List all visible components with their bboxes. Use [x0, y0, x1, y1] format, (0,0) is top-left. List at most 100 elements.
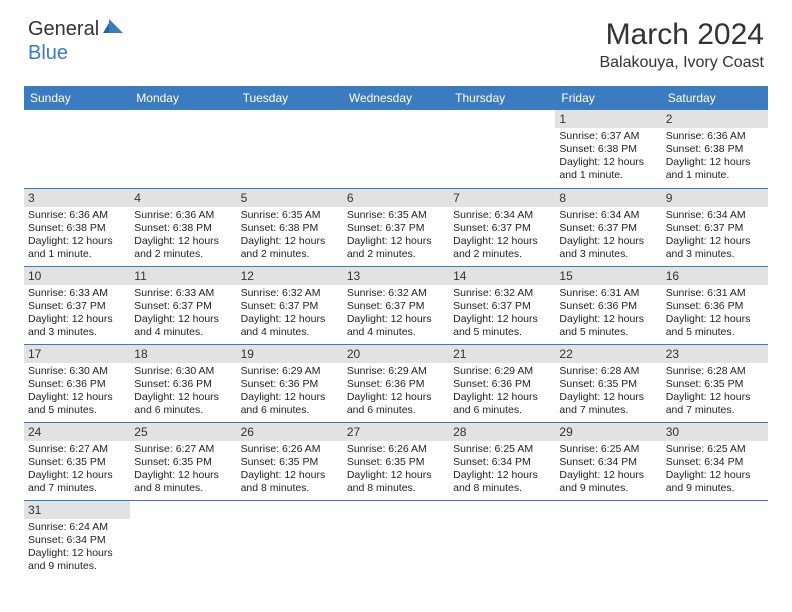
- sunrise-text: Sunrise: 6:28 AM: [559, 365, 657, 378]
- sunset-text: Sunset: 6:37 PM: [453, 222, 551, 235]
- daylight-text: Daylight: 12 hours and 1 minute.: [28, 235, 126, 261]
- sunrise-text: Sunrise: 6:35 AM: [347, 209, 445, 222]
- sunrise-text: Sunrise: 6:32 AM: [453, 287, 551, 300]
- calendar-cell: [662, 500, 768, 578]
- calendar-cell: 6 Sunrise: 6:35 AMSunset: 6:37 PMDaylight…: [343, 188, 449, 266]
- day-number: 24: [24, 423, 130, 441]
- sunset-text: Sunset: 6:36 PM: [453, 378, 551, 391]
- daylight-text: Daylight: 12 hours and 1 minute.: [666, 156, 764, 182]
- day-content: Sunrise: 6:28 AMSunset: 6:35 PMDaylight:…: [662, 363, 768, 422]
- day-number: [237, 501, 343, 505]
- day-number: 18: [130, 345, 236, 363]
- calendar-cell: 28Sunrise: 6:25 AMSunset: 6:34 PMDayligh…: [449, 422, 555, 500]
- sunrise-text: Sunrise: 6:36 AM: [28, 209, 126, 222]
- day-content: Sunrise: 6:29 AMSunset: 6:36 PMDaylight:…: [449, 363, 555, 422]
- day-number: [130, 110, 236, 114]
- calendar-cell: 10Sunrise: 6:33 AMSunset: 6:37 PMDayligh…: [24, 266, 130, 344]
- calendar-cell: 5Sunrise: 6:35 AMSunset: 6:38 PMDaylight…: [237, 188, 343, 266]
- calendar-cell: 20Sunrise: 6:29 AMSunset: 6:36 PMDayligh…: [343, 344, 449, 422]
- sunset-text: Sunset: 6:38 PM: [241, 222, 339, 235]
- daylight-text: Daylight: 12 hours and 5 minutes.: [453, 313, 551, 339]
- sunrise-text: Sunrise: 6:33 AM: [28, 287, 126, 300]
- daylight-text: Daylight: 12 hours and 8 minutes.: [453, 469, 551, 495]
- day-number: 11: [130, 267, 236, 285]
- day-number: [237, 110, 343, 114]
- sunrise-text: Sunrise: 6:28 AM: [666, 365, 764, 378]
- day-content: Sunrise: 6:33 AMSunset: 6:37 PMDaylight:…: [24, 285, 130, 344]
- calendar-cell: 27Sunrise: 6:26 AMSunset: 6:35 PMDayligh…: [343, 422, 449, 500]
- sunset-text: Sunset: 6:38 PM: [559, 143, 657, 156]
- calendar-cell: 19Sunrise: 6:29 AMSunset: 6:36 PMDayligh…: [237, 344, 343, 422]
- day-number: 9: [662, 189, 768, 207]
- day-content: Sunrise: 6:25 AMSunset: 6:34 PMDaylight:…: [662, 441, 768, 500]
- sunrise-text: Sunrise: 6:29 AM: [347, 365, 445, 378]
- day-number: 7: [449, 189, 555, 207]
- weekday-header-row: Sunday Monday Tuesday Wednesday Thursday…: [24, 86, 768, 110]
- calendar-cell: [449, 500, 555, 578]
- daylight-text: Daylight: 12 hours and 6 minutes.: [453, 391, 551, 417]
- calendar-cell: 9Sunrise: 6:34 AMSunset: 6:37 PMDaylight…: [662, 188, 768, 266]
- day-number: 2: [662, 110, 768, 128]
- day-content: Sunrise: 6:30 AMSunset: 6:36 PMDaylight:…: [130, 363, 236, 422]
- sunrise-text: Sunrise: 6:34 AM: [666, 209, 764, 222]
- sunset-text: Sunset: 6:37 PM: [28, 300, 126, 313]
- calendar-row: 1Sunrise: 6:37 AMSunset: 6:38 PMDaylight…: [24, 110, 768, 188]
- day-content: Sunrise: 6:26 AMSunset: 6:35 PMDaylight:…: [237, 441, 343, 500]
- calendar-cell: 31Sunrise: 6:24 AMSunset: 6:34 PMDayligh…: [24, 500, 130, 578]
- calendar-table: Sunday Monday Tuesday Wednesday Thursday…: [24, 86, 768, 578]
- day-content: Sunrise: 6:35 AMSunset: 6:38 PMDaylight:…: [237, 207, 343, 266]
- calendar-cell: 30Sunrise: 6:25 AMSunset: 6:34 PMDayligh…: [662, 422, 768, 500]
- calendar-cell: 7Sunrise: 6:34 AMSunset: 6:37 PMDaylight…: [449, 188, 555, 266]
- sunset-text: Sunset: 6:37 PM: [347, 300, 445, 313]
- sunrise-text: Sunrise: 6:27 AM: [28, 443, 126, 456]
- calendar-cell: 25Sunrise: 6:27 AMSunset: 6:35 PMDayligh…: [130, 422, 236, 500]
- day-number: 6: [343, 189, 449, 207]
- day-content: Sunrise: 6:29 AMSunset: 6:36 PMDaylight:…: [343, 363, 449, 422]
- day-content: Sunrise: 6:34 AMSunset: 6:37 PMDaylight:…: [449, 207, 555, 266]
- sunrise-text: Sunrise: 6:30 AM: [28, 365, 126, 378]
- day-number: 27: [343, 423, 449, 441]
- day-number: 21: [449, 345, 555, 363]
- day-content: Sunrise: 6:26 AMSunset: 6:35 PMDaylight:…: [343, 441, 449, 500]
- location: Balakouya, Ivory Coast: [599, 54, 764, 72]
- day-content: Sunrise: 6:27 AMSunset: 6:35 PMDaylight:…: [24, 441, 130, 500]
- sunset-text: Sunset: 6:35 PM: [559, 378, 657, 391]
- calendar-cell: [237, 500, 343, 578]
- logo-text-general: General: [28, 18, 99, 41]
- calendar-cell: 23Sunrise: 6:28 AMSunset: 6:35 PMDayligh…: [662, 344, 768, 422]
- day-content: Sunrise: 6:36 AMSunset: 6:38 PMDaylight:…: [130, 207, 236, 266]
- calendar-cell: [24, 110, 130, 188]
- calendar-row: 3Sunrise: 6:36 AMSunset: 6:38 PMDaylight…: [24, 188, 768, 266]
- day-number: [343, 501, 449, 505]
- day-number: [343, 110, 449, 114]
- day-number: 17: [24, 345, 130, 363]
- daylight-text: Daylight: 12 hours and 2 minutes.: [453, 235, 551, 261]
- day-number: [449, 501, 555, 505]
- calendar-cell: 14Sunrise: 6:32 AMSunset: 6:37 PMDayligh…: [449, 266, 555, 344]
- sunrise-text: Sunrise: 6:30 AM: [134, 365, 232, 378]
- daylight-text: Daylight: 12 hours and 4 minutes.: [241, 313, 339, 339]
- sunset-text: Sunset: 6:37 PM: [347, 222, 445, 235]
- sunrise-text: Sunrise: 6:29 AM: [453, 365, 551, 378]
- sunset-text: Sunset: 6:34 PM: [666, 456, 764, 469]
- sunrise-text: Sunrise: 6:33 AM: [134, 287, 232, 300]
- daylight-text: Daylight: 12 hours and 2 minutes.: [347, 235, 445, 261]
- day-content: Sunrise: 6:33 AMSunset: 6:37 PMDaylight:…: [130, 285, 236, 344]
- sunset-text: Sunset: 6:34 PM: [28, 534, 126, 547]
- calendar-cell: [237, 110, 343, 188]
- day-number: 4: [130, 189, 236, 207]
- daylight-text: Daylight: 12 hours and 3 minutes.: [559, 235, 657, 261]
- sunset-text: Sunset: 6:37 PM: [134, 300, 232, 313]
- weekday-header: Saturday: [662, 86, 768, 110]
- sunset-text: Sunset: 6:36 PM: [28, 378, 126, 391]
- logo: General: [28, 18, 127, 41]
- sunset-text: Sunset: 6:37 PM: [666, 222, 764, 235]
- sunset-text: Sunset: 6:36 PM: [134, 378, 232, 391]
- daylight-text: Daylight: 12 hours and 2 minutes.: [241, 235, 339, 261]
- daylight-text: Daylight: 12 hours and 6 minutes.: [347, 391, 445, 417]
- daylight-text: Daylight: 12 hours and 9 minutes.: [559, 469, 657, 495]
- calendar-cell: 1Sunrise: 6:37 AMSunset: 6:38 PMDaylight…: [555, 110, 661, 188]
- weekday-header: Wednesday: [343, 86, 449, 110]
- sunset-text: Sunset: 6:37 PM: [453, 300, 551, 313]
- day-content: Sunrise: 6:36 AMSunset: 6:38 PMDaylight:…: [24, 207, 130, 266]
